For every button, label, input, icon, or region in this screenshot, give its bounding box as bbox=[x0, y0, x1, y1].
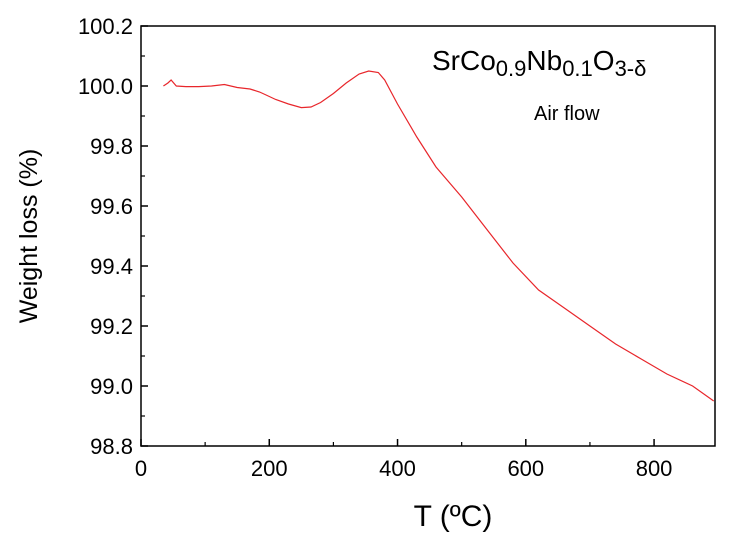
y-tick-label: 99.8 bbox=[90, 134, 133, 159]
formula-part: 3-δ bbox=[615, 56, 647, 81]
atmosphere-label: Air flow bbox=[534, 103, 600, 125]
formula-part: SrCo bbox=[432, 45, 496, 76]
formula-part: 0.9 bbox=[496, 56, 527, 81]
x-axis: 0 200 400 600 800 bbox=[135, 439, 673, 481]
y-tick-label: 99.2 bbox=[90, 314, 133, 339]
x-tick-label: 0 bbox=[135, 456, 147, 481]
y-tick-label: 99.0 bbox=[90, 374, 133, 399]
y-tick-label: 100.2 bbox=[78, 14, 133, 39]
weight-loss-line bbox=[163, 70, 715, 402]
formula-part: 0.1 bbox=[562, 56, 593, 81]
y-tick-label: 98.8 bbox=[90, 434, 133, 459]
x-tick-label: 600 bbox=[507, 456, 544, 481]
compound-formula: SrCo0.9Nb0.1O3-δ bbox=[432, 45, 646, 81]
formula-part: Nb bbox=[526, 45, 562, 76]
x-tick-label: 400 bbox=[379, 456, 416, 481]
y-tick-label: 99.4 bbox=[90, 254, 133, 279]
y-tick-label: 100.0 bbox=[78, 74, 133, 99]
x-tick-label: 800 bbox=[636, 456, 673, 481]
plot-frame bbox=[140, 25, 716, 447]
x-tick-label: 200 bbox=[251, 456, 288, 481]
x-axis-title: T (ºC) bbox=[414, 500, 493, 533]
y-tick-label: 99.6 bbox=[90, 194, 133, 219]
formula-part: O bbox=[593, 45, 615, 76]
y-axis-title: Weight loss (%) bbox=[15, 149, 43, 324]
y-axis: 98.8 99.0 99.2 99.4 99.6 99.8 100.0 100.2 bbox=[78, 14, 148, 459]
